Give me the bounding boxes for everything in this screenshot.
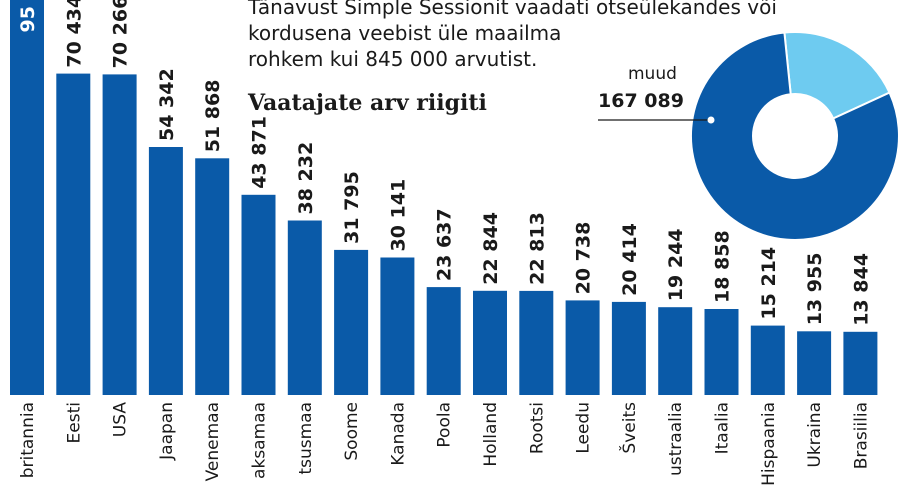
category-label: Rootsi bbox=[527, 402, 547, 454]
bar-value-label: 70 434 bbox=[63, 0, 85, 68]
bar-value-label: 31 795 bbox=[341, 171, 363, 244]
category-label: Itaalia bbox=[713, 402, 733, 454]
bar-value-label: 43 871 bbox=[249, 116, 271, 189]
category-label: tsusmaa bbox=[296, 402, 316, 475]
donut-slice-main bbox=[689, 31, 900, 241]
bar bbox=[797, 331, 832, 395]
bar-value-label: 23 637 bbox=[434, 208, 456, 281]
bar bbox=[334, 249, 369, 395]
bar-value-label: 13 955 bbox=[804, 253, 826, 326]
bar bbox=[287, 220, 322, 395]
bar-value-label: 20 738 bbox=[573, 222, 595, 295]
bar bbox=[10, 0, 44, 395]
bar-value-label: 15 214 bbox=[758, 247, 780, 320]
category-label: Venemaa bbox=[203, 402, 223, 481]
category-label: Hispaania bbox=[759, 402, 779, 485]
bar bbox=[380, 257, 415, 395]
bar-value-label: 95 bbox=[17, 6, 39, 32]
intro-text: Tänavust Simple Sessionit vaadati otseül… bbox=[248, 0, 777, 71]
bar-value-label: 18 858 bbox=[712, 230, 734, 303]
category-label: Ukraina bbox=[805, 402, 825, 468]
bar bbox=[704, 309, 739, 395]
donut-other-label: muud bbox=[628, 64, 677, 84]
bar bbox=[56, 73, 91, 395]
bar-value-label: 20 414 bbox=[619, 223, 641, 296]
bar-value-label: 13 844 bbox=[850, 253, 872, 326]
bar bbox=[426, 287, 461, 395]
category-label: Šveits bbox=[618, 402, 640, 454]
category-label: USA bbox=[111, 402, 131, 438]
bar-value-label: 51 868 bbox=[202, 80, 224, 153]
bar bbox=[843, 331, 878, 395]
category-label: Brasiilia bbox=[851, 402, 871, 469]
category-label: Eesti bbox=[64, 402, 84, 443]
bar bbox=[473, 290, 507, 395]
bar bbox=[750, 325, 785, 395]
bar bbox=[241, 194, 276, 395]
bar bbox=[195, 158, 230, 395]
bar bbox=[565, 300, 600, 395]
donut-other-value: 167 089 bbox=[598, 90, 684, 112]
bar bbox=[148, 147, 183, 395]
bar bbox=[519, 290, 554, 395]
bar-value-label: 30 141 bbox=[387, 179, 409, 252]
bar-value-label: 22 844 bbox=[480, 212, 502, 285]
bar-value-label: 19 244 bbox=[665, 228, 687, 301]
chart-subtitle: Vaatajate arv riigiti bbox=[248, 90, 487, 116]
category-label: Poola bbox=[435, 402, 455, 448]
category-label: ustraalia bbox=[666, 402, 686, 476]
bar-value-label: 70 266 bbox=[110, 0, 132, 68]
category-label: Kanada bbox=[388, 402, 408, 466]
category-label: Leedu bbox=[574, 402, 594, 454]
category-label: Soome bbox=[342, 402, 362, 461]
category-label: aksamaa bbox=[250, 402, 270, 479]
category-label: britannia bbox=[18, 402, 38, 478]
category-label: Jaapan bbox=[157, 402, 177, 461]
donut-leader-dot bbox=[707, 116, 715, 124]
bar-value-label: 54 342 bbox=[156, 68, 178, 141]
donut-slice-other bbox=[783, 30, 891, 120]
bar-value-label: 38 232 bbox=[295, 142, 317, 215]
bar bbox=[658, 307, 693, 395]
bar bbox=[611, 301, 646, 395]
category-label: Holland bbox=[481, 402, 501, 467]
bar-value-label: 22 813 bbox=[526, 212, 548, 285]
bar bbox=[102, 74, 137, 396]
